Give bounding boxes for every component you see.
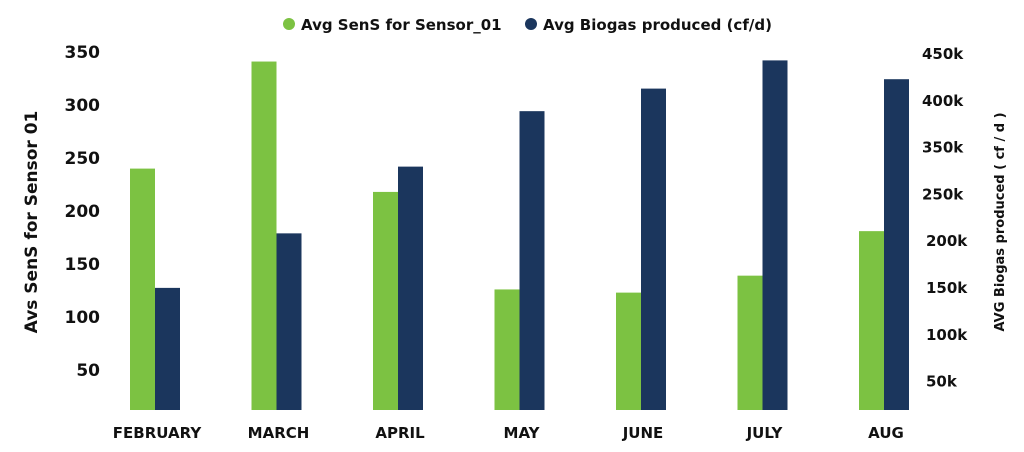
y-tick-label: 150 <box>65 255 101 275</box>
y2-tick-label: 250k <box>922 185 964 203</box>
legend-marker-0 <box>283 18 295 30</box>
y-tick-label: 250 <box>65 149 101 169</box>
y-axis-title: Avs SenS for Sensor 01 <box>22 111 42 334</box>
y-tick-label: 200 <box>65 202 101 222</box>
bar-biogas-may <box>519 111 545 410</box>
y-tick-label: 100 <box>65 308 101 328</box>
y-tick-label: 300 <box>65 96 101 116</box>
bar-biogas-april <box>398 166 423 410</box>
y2-tick-label: 400k <box>922 92 964 110</box>
bar-sensor-july <box>737 275 763 410</box>
bar-biogas-february <box>155 287 180 410</box>
bar-biogas-aug <box>884 79 909 410</box>
bar-biogas-july <box>762 60 788 411</box>
bar-biogas-march <box>276 233 302 410</box>
legend-label-0: Avg SenS for Sensor_01 <box>301 16 502 34</box>
y2-tick-label: 350k <box>922 139 964 157</box>
x-tick-label: FEBRUARY <box>113 424 203 442</box>
bar-sensor-february <box>130 168 155 410</box>
x-tick-label: MARCH <box>248 424 310 442</box>
y-tick-label: 50 <box>76 361 100 381</box>
bar-sensor-aug <box>859 231 884 410</box>
y2-tick-label: 50k <box>926 373 958 391</box>
y2-tick-label: 100k <box>926 326 968 344</box>
bar-sensor-june <box>616 292 641 410</box>
y2-tick-label: 150k <box>926 279 968 297</box>
y2-axis-title: AVG Biogas produced ( cf / d ) <box>993 112 1008 331</box>
legend-label-1: Avg Biogas produced (cf/d) <box>543 16 772 34</box>
bar-biogas-june <box>641 88 666 410</box>
y2-tick-label: 450k <box>922 45 964 63</box>
bar-sensor-march <box>251 61 277 410</box>
legend-marker-1 <box>525 18 537 30</box>
bar-sensor-may <box>494 289 520 410</box>
x-tick-label: MAY <box>504 424 541 442</box>
x-tick-label: JUNE <box>622 424 664 442</box>
y-tick-label: 350 <box>65 43 101 63</box>
x-tick-label: JULY <box>746 424 784 442</box>
y2-tick-label: 200k <box>926 232 968 250</box>
x-tick-label: APRIL <box>375 424 425 442</box>
x-tick-label: AUG <box>868 424 904 442</box>
bar-sensor-april <box>373 191 398 410</box>
